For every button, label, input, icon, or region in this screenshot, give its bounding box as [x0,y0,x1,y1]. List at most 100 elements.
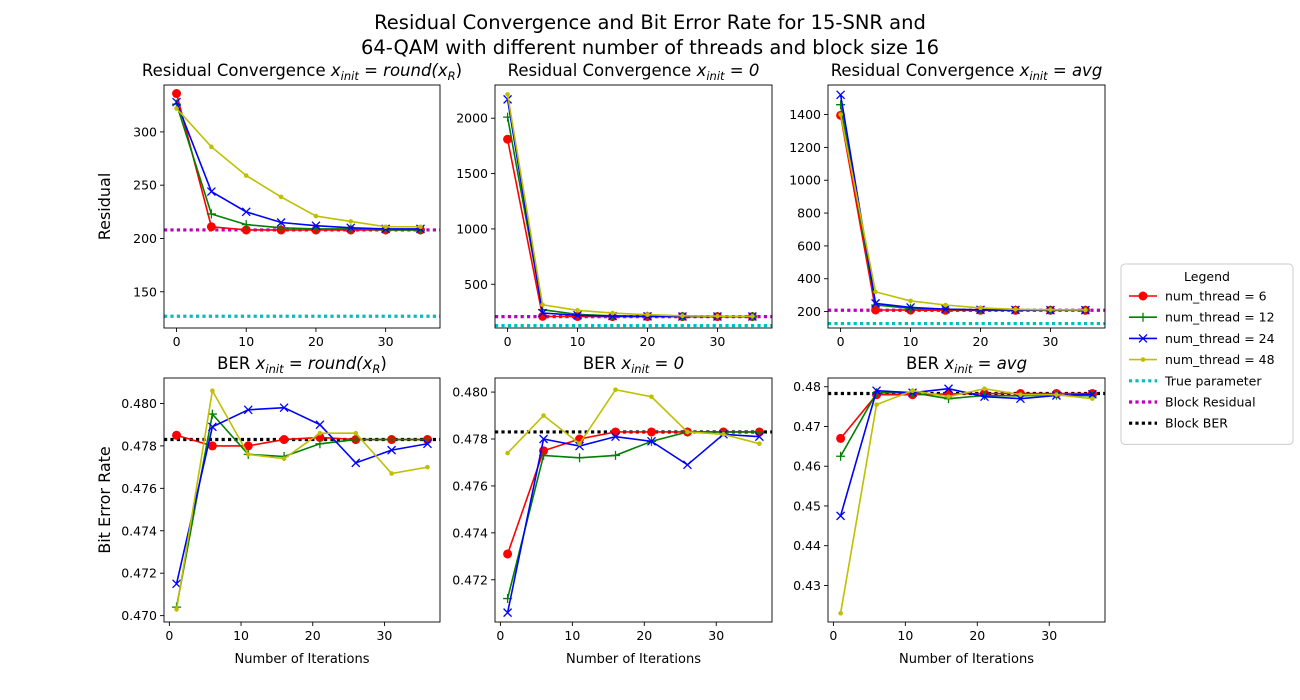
data-point [649,394,654,400]
legend-entry: num_thread = 12 [1129,310,1275,325]
data-point [241,225,251,235]
data-point [1018,392,1023,397]
data-point [503,134,513,144]
data-point [206,222,216,232]
data-point [715,313,720,319]
data-point [351,458,361,468]
data-point [505,450,510,456]
y-tick-label: 0.43 [793,578,821,593]
subplot-4: 0 10 20 30 0.470 0.472 0.474 0.476 0.478 0.480 BER… [95,354,441,667]
axes-frame [494,84,773,329]
data-point [207,409,217,419]
series-line-2 [506,431,760,599]
y-tick-label: 250 [133,178,157,193]
plot-area [164,89,440,318]
legend-marker [1138,312,1148,322]
data-point [538,308,548,318]
plot-area [495,92,772,328]
x-tick-label: 10 [903,334,919,349]
data-point [538,311,548,321]
data-point [871,298,881,308]
data-point [315,420,325,430]
legend-marker [1140,357,1146,362]
subplot-5: 0 10 20 30 0.472 0.474 0.476 0.478 0.480 BER xini… [452,354,773,667]
y-tick-label: 800 [797,206,821,221]
x-axis-label: Number of Iterations [235,652,370,667]
x-tick-label: 20 [308,334,324,349]
data-point [243,441,253,451]
data-point [172,97,182,107]
data-point [387,435,397,445]
data-point [874,402,879,407]
legend-entry: Block BER [1129,416,1228,431]
y-tick-label: 0.476 [121,481,157,496]
data-point [279,403,289,413]
x-tick-label: 10 [564,628,580,643]
data-point [944,384,953,394]
data-point [721,432,726,437]
plot-area [164,388,440,612]
x-tick-label: 10 [570,334,586,349]
subplot-title: Residual Convergence xinit = avg [831,61,1103,83]
figure-title-line2: 64-QAM with different number of threads … [361,36,939,59]
legend-label: num_thread = 6 [1165,289,1267,304]
y-tick-label: 500 [464,277,488,292]
series-line-2 [506,116,753,318]
x-tick-label: 30 [709,334,725,349]
legend-label: num_thread = 12 [1165,310,1275,325]
legend-entry: num_thread = 24 [1129,331,1275,346]
series-line-4 [839,114,1086,311]
data-point [540,302,545,308]
y-tick-label: 0.474 [452,525,488,540]
series-line-2 [175,103,421,231]
y-axis-label: Bit Error Rate [95,446,114,554]
data-point [172,89,182,99]
data-point [1013,306,1018,312]
data-point [281,456,287,461]
x-tick-label: 20 [640,334,656,349]
subplot-title: BER xinit = 0 [583,354,684,376]
data-point [279,435,289,445]
series-line-1 [839,392,1093,439]
series-line-3 [839,94,1086,311]
series-line-3 [506,433,760,613]
series-line-4 [175,388,428,610]
data-point [245,452,251,457]
axes-frame [494,377,773,623]
data-point [418,224,423,230]
data-point [838,610,843,616]
legend-label: Block BER [1165,416,1228,431]
x-tick-label: 0 [504,334,512,349]
data-point [750,313,755,319]
y-axis-label: Residual [95,173,114,241]
x-tick-label: 20 [969,628,985,643]
data-point [505,92,510,97]
x-tick-label: 10 [897,628,913,643]
series-line-4 [506,94,753,318]
legend-box [1120,263,1294,445]
subplot-title: BER xinit = avg [906,354,1027,376]
x-tick-label: 10 [233,628,249,643]
x-tick-label: 0 [165,628,173,643]
data-point [1083,307,1088,313]
data-point [978,305,983,311]
data-point [683,460,692,470]
y-tick-label: 0.472 [121,566,157,581]
y-tick-label: 0.480 [121,396,157,411]
plot-area [495,387,772,618]
data-point [241,207,251,217]
subplot-1: 0 10 20 30 150 200 250 300 Residual Convergence … [95,61,462,349]
data-point [946,394,951,399]
y-tick-label: 0.478 [452,432,488,447]
data-point [611,432,620,442]
series-line-4 [839,387,1093,614]
data-point [1054,392,1059,397]
subplot-title: BER xinit = round(xR) [217,354,387,376]
data-point [872,386,882,396]
subplot-2: 0 10 20 30 500 1000 1500 2000 Residual Convergen… [456,61,773,349]
data-point [351,435,361,445]
data-point [836,451,846,461]
data-point [278,194,284,200]
axes-frame [163,84,441,329]
data-point [387,445,397,455]
